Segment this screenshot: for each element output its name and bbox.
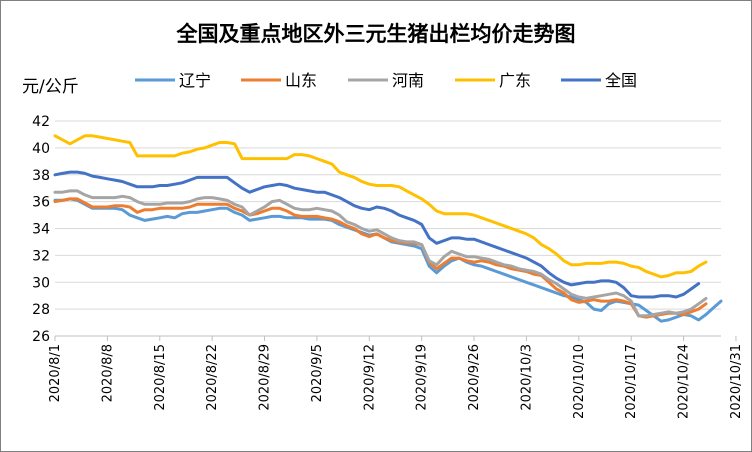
y-axis-ticks: 26 28 30 32 34 36 38 40 42 [32, 114, 50, 345]
y-tick-label: 42 [32, 114, 50, 130]
x-tick-label: 2020/9/5 [310, 344, 325, 402]
x-tick-label: 2020/8/1 [48, 344, 63, 402]
legend-label: 辽宁 [179, 71, 211, 90]
legend-label: 山东 [285, 71, 317, 90]
y-tick-label: 28 [32, 302, 50, 318]
series-line-山东 [53, 197, 708, 319]
x-axis-ticks: 2020/8/1 2020/8/8 2020/8/15 2020/8/22 2020/8… [48, 336, 744, 419]
y-tick-label: 38 [32, 168, 50, 184]
series-line-广东 [53, 134, 708, 279]
y-tick-label: 40 [32, 141, 50, 157]
y-tick-label: 34 [32, 222, 50, 238]
legend-label: 全国 [605, 71, 637, 90]
y-tick-label: 36 [32, 195, 50, 211]
y-tick-label: 26 [32, 329, 50, 345]
x-tick-label: 2020/8/22 [205, 344, 220, 411]
gridlines [55, 120, 721, 337]
x-tick-label: 2020/10/31 [729, 344, 744, 419]
x-tick-label: 2020/10/10 [572, 344, 587, 419]
y-tick-label: 30 [32, 275, 50, 291]
x-tick-label: 2020/8/8 [100, 344, 115, 402]
y-axis-unit-label: 元/公斤 [22, 77, 79, 97]
series-lines [53, 134, 723, 323]
series-line-辽宁 [53, 197, 723, 323]
legend-label: 广东 [499, 71, 531, 90]
series-line-全国 [53, 170, 701, 299]
legend-label: 河南 [392, 71, 424, 90]
x-tick-label: 2020/9/12 [362, 344, 377, 411]
x-tick-label: 2020/8/15 [153, 344, 168, 411]
x-tick-label: 2020/10/17 [624, 344, 639, 419]
series-line-河南 [53, 189, 708, 318]
x-tick-label: 2020/10/3 [519, 344, 534, 411]
x-tick-label: 2020/9/19 [415, 344, 430, 411]
x-tick-label: 2020/8/29 [258, 344, 273, 411]
y-tick-label: 32 [32, 248, 50, 264]
legend: 辽宁 山东 河南 广东 全国 [135, 71, 637, 90]
x-tick-label: 2020/10/24 [677, 344, 692, 419]
x-tick-label: 2020/9/26 [467, 344, 482, 411]
chart-title: 全国及重点地区外三元生猪出栏均价走势图 [176, 22, 576, 46]
